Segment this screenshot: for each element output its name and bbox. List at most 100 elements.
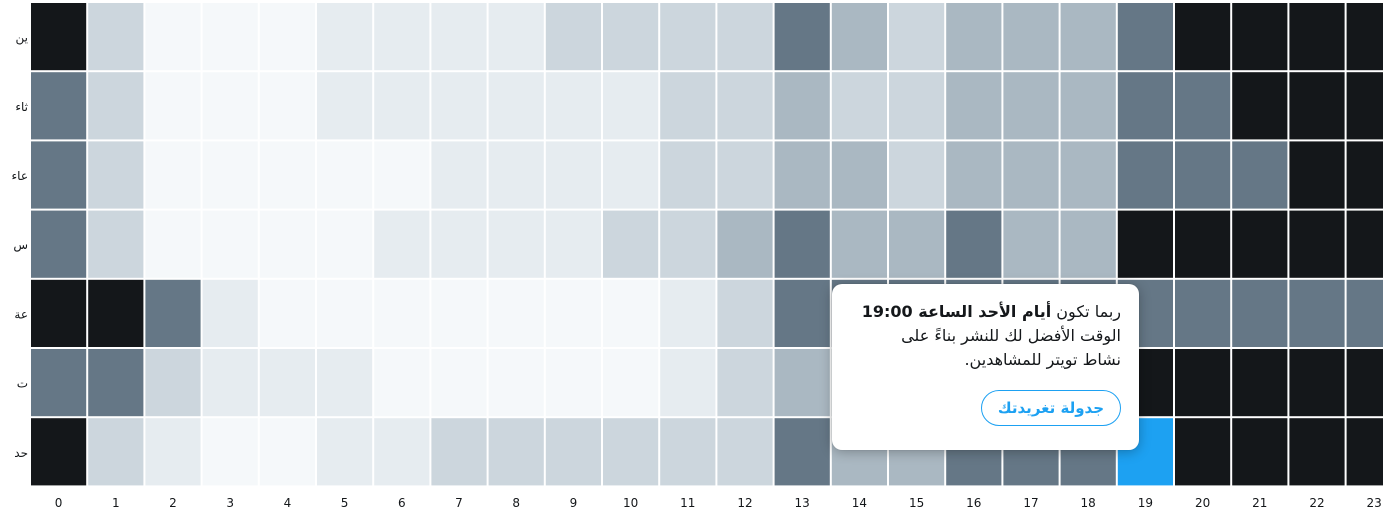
heatmap-cell[interactable] (488, 141, 544, 209)
heatmap-cell[interactable] (774, 72, 830, 140)
heatmap-cell[interactable] (603, 349, 659, 417)
heatmap-cell[interactable] (431, 418, 487, 486)
heatmap-cell[interactable] (1232, 72, 1288, 140)
heatmap-cell[interactable] (603, 279, 659, 347)
heatmap-cell[interactable] (774, 418, 830, 486)
heatmap-cell[interactable] (374, 210, 430, 278)
heatmap-cell[interactable] (1060, 141, 1116, 209)
heatmap-cell[interactable] (1175, 279, 1231, 347)
heatmap-cell[interactable] (317, 418, 373, 486)
heatmap-cell[interactable] (1003, 72, 1059, 140)
heatmap-cell[interactable] (1232, 279, 1288, 347)
heatmap-cell[interactable] (259, 210, 315, 278)
heatmap-cell[interactable] (774, 349, 830, 417)
heatmap-cell[interactable] (1232, 3, 1288, 71)
heatmap-cell[interactable] (774, 141, 830, 209)
heatmap-cell[interactable] (145, 3, 201, 71)
heatmap-cell[interactable] (717, 3, 773, 71)
heatmap-cell[interactable] (545, 72, 601, 140)
heatmap-cell[interactable] (717, 279, 773, 347)
heatmap-cell[interactable] (431, 349, 487, 417)
heatmap-cell[interactable] (717, 141, 773, 209)
heatmap-cell[interactable] (88, 349, 144, 417)
heatmap-cell[interactable] (202, 210, 258, 278)
heatmap-cell[interactable] (1175, 141, 1231, 209)
heatmap-cell[interactable] (317, 141, 373, 209)
heatmap-cell[interactable] (1175, 349, 1231, 417)
heatmap-cell[interactable] (774, 279, 830, 347)
heatmap-cell[interactable] (831, 141, 887, 209)
heatmap-cell[interactable] (202, 72, 258, 140)
heatmap-cell[interactable] (145, 210, 201, 278)
heatmap-cell[interactable] (317, 279, 373, 347)
heatmap-cell[interactable] (1060, 3, 1116, 71)
heatmap-cell[interactable] (660, 141, 716, 209)
heatmap-cell[interactable] (889, 72, 945, 140)
heatmap-cell[interactable] (88, 72, 144, 140)
heatmap-cell[interactable] (31, 349, 87, 417)
heatmap-cell[interactable] (145, 72, 201, 140)
heatmap-cell[interactable] (545, 279, 601, 347)
heatmap-cell[interactable] (1346, 418, 1383, 486)
heatmap-cell[interactable] (1232, 418, 1288, 486)
schedule-tweet-button[interactable]: جدولة تغريدتك (980, 390, 1121, 426)
heatmap-cell[interactable] (202, 3, 258, 71)
heatmap-cell[interactable] (660, 418, 716, 486)
heatmap-cell[interactable] (545, 210, 601, 278)
heatmap-cell[interactable] (488, 72, 544, 140)
heatmap-cell[interactable] (1289, 279, 1345, 347)
heatmap-cell[interactable] (317, 210, 373, 278)
heatmap-cell[interactable] (1003, 210, 1059, 278)
heatmap-cell[interactable] (1117, 3, 1173, 71)
heatmap-cell[interactable] (317, 72, 373, 140)
heatmap-cell[interactable] (774, 210, 830, 278)
heatmap-cell[interactable] (31, 72, 87, 140)
heatmap-cell[interactable] (1289, 3, 1345, 71)
heatmap-cell[interactable] (1175, 72, 1231, 140)
heatmap-cell[interactable] (660, 3, 716, 71)
heatmap-cell[interactable] (1117, 72, 1173, 140)
heatmap-cell[interactable] (317, 3, 373, 71)
heatmap-cell[interactable] (603, 210, 659, 278)
heatmap-cell[interactable] (545, 418, 601, 486)
heatmap-cell[interactable] (202, 141, 258, 209)
heatmap-cell[interactable] (202, 279, 258, 347)
heatmap-cell[interactable] (889, 3, 945, 71)
heatmap-cell[interactable] (1060, 210, 1116, 278)
heatmap-cell[interactable] (488, 349, 544, 417)
heatmap-cell[interactable] (431, 72, 487, 140)
heatmap-cell[interactable] (1289, 418, 1345, 486)
heatmap-cell[interactable] (1232, 349, 1288, 417)
heatmap-cell[interactable] (660, 279, 716, 347)
heatmap-cell[interactable] (202, 349, 258, 417)
heatmap-cell[interactable] (374, 141, 430, 209)
heatmap-cell[interactable] (1003, 3, 1059, 71)
heatmap-cell[interactable] (545, 349, 601, 417)
heatmap-cell[interactable] (1346, 349, 1383, 417)
heatmap-cell[interactable] (374, 349, 430, 417)
heatmap-cell[interactable] (31, 3, 87, 71)
heatmap-cell[interactable] (660, 349, 716, 417)
heatmap-cell[interactable] (1232, 210, 1288, 278)
heatmap-cell[interactable] (603, 72, 659, 140)
heatmap-cell[interactable] (145, 418, 201, 486)
heatmap-cell[interactable] (1003, 141, 1059, 209)
heatmap-cell[interactable] (603, 418, 659, 486)
heatmap-cell[interactable] (603, 3, 659, 71)
heatmap-cell[interactable] (717, 349, 773, 417)
heatmap-cell[interactable] (545, 3, 601, 71)
heatmap-cell[interactable] (1117, 141, 1173, 209)
heatmap-cell[interactable] (889, 210, 945, 278)
heatmap-cell[interactable] (774, 3, 830, 71)
heatmap-cell[interactable] (259, 418, 315, 486)
heatmap-cell[interactable] (431, 210, 487, 278)
heatmap-cell[interactable] (488, 418, 544, 486)
heatmap-cell[interactable] (717, 418, 773, 486)
heatmap-cell[interactable] (889, 141, 945, 209)
heatmap-cell[interactable] (374, 418, 430, 486)
heatmap-cell[interactable] (717, 210, 773, 278)
heatmap-cell[interactable] (1060, 72, 1116, 140)
heatmap-cell[interactable] (1346, 3, 1383, 71)
heatmap-cell[interactable] (1289, 210, 1345, 278)
heatmap-cell[interactable] (88, 210, 144, 278)
